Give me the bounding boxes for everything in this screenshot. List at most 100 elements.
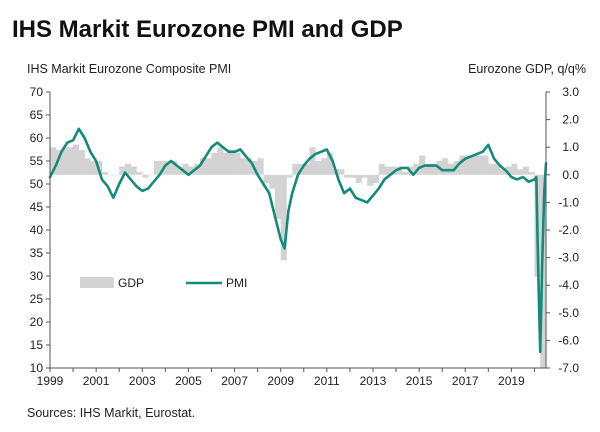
gdp-bar [384,166,391,175]
gdp-bar [442,158,449,175]
chart-title: IHS Markit Eurozone PMI and GDP [12,16,403,43]
gdp-bar [113,174,120,176]
legend-gdp-swatch [80,277,114,288]
x-tick-label: 1999 [37,374,64,388]
gdp-bar [326,152,333,175]
gdp-bar [349,174,356,178]
gdp-bar [257,158,264,175]
gdp-bar [119,166,126,175]
gdp-bar [482,155,489,175]
left-tick-label: 45 [30,200,44,214]
left-tick-label: 10 [30,361,44,375]
gdp-bar [188,166,195,175]
gdp-bar [101,172,108,175]
gdp-bar [228,149,235,175]
gdp-bar [165,161,172,175]
gdp-bar [367,174,374,186]
right-tick-label: -5.0 [558,306,579,320]
gdp-bar [205,158,212,175]
gdp-bar [274,174,281,219]
gdp-bar [84,158,91,175]
gdp-bar [211,152,218,175]
left-tick-label: 65 [30,108,44,122]
right-axis-label: Eurozone GDP, q/q% [468,62,586,76]
x-tick-label: 2007 [221,374,248,388]
gdp-bar [321,158,328,175]
right-tick-label: -7.0 [558,361,579,375]
left-tick-label: 25 [30,292,44,306]
gdp-bar [528,172,535,175]
gdp-bar [269,174,276,189]
legend-pmi-label: PMI [226,276,247,290]
gdp-bar [55,149,62,175]
gdp-bar [338,169,345,175]
left-tick-label: 70 [30,85,44,99]
gdp-bar [344,174,351,178]
right-tick-label: 1.0 [562,140,579,154]
gdp-bar [390,166,397,175]
gdp-bar [286,174,293,178]
gdp-bar [223,152,230,175]
gdp-bar [61,147,68,175]
gdp-bar [246,158,253,175]
gdp-bar [396,166,403,175]
right-tick-label: -3.0 [558,251,579,265]
gdp-bar [361,174,368,178]
left-tick-label: 30 [30,269,44,283]
gdp-bar [424,163,431,175]
gdp-bar [499,169,506,175]
gdp-bar [378,163,385,175]
gdp-bar [73,144,80,175]
left-tick-label: 40 [30,223,44,237]
right-tick-label: 3.0 [562,85,579,99]
left-tick-label: 15 [30,338,44,352]
gdp-bar [372,174,380,184]
gdp-bar [50,147,57,175]
pmi-line-group [48,127,548,354]
x-tick-label: 2019 [498,374,525,388]
left-tick-label: 50 [30,177,44,191]
gdp-bar [240,158,247,175]
gdp-bar [505,166,512,175]
right-tick-label: 2.0 [562,113,579,127]
gdp-bar [292,163,299,175]
left-axis-label: IHS Markit Eurozone Composite PMI [27,62,232,76]
gdp-bar [153,161,160,175]
gdp-bar [142,174,149,178]
legend-gdp-label: GDP [118,276,144,290]
gdp-bar [303,163,310,175]
gdp-bar [430,163,437,175]
right-tick-label: -2.0 [558,223,579,237]
gdp-bar [78,149,85,175]
gdp-bar [471,155,478,175]
x-tick-label: 2009 [267,374,294,388]
gdp-bar [280,174,287,261]
gdp-bar [401,172,408,175]
left-tick-label: 20 [30,315,44,329]
right-tick-label: -1.0 [558,195,579,209]
gdp-bar [309,147,316,175]
gdp-bar [263,174,270,184]
gdp-bar [476,155,483,175]
gdp-bar [465,155,472,175]
x-tick-label: 2001 [83,374,110,388]
gdp-bar [522,166,529,175]
x-tick-label: 2013 [360,374,387,388]
gdp-bar [419,155,426,175]
x-tick-label: 2011 [314,374,340,388]
gdp-bar [67,147,74,175]
right-tick-label: -4.0 [558,278,579,292]
gdp-bar [217,147,224,175]
gdp-bar [176,166,183,175]
x-tick-label: 2005 [175,374,202,388]
gdp-bar [234,152,241,175]
axes: 706560555045403530252015103.02.01.00.0-1… [30,85,580,388]
source-note: Sources: IHS Markit, Eurostat. [27,406,196,420]
right-tick-label: 0.0 [562,168,579,182]
gdp-bar [130,166,137,175]
x-tick-label: 2015 [406,374,433,388]
gdp-bar [488,163,495,175]
gdp-bar [355,174,362,184]
gdp-bar [182,163,189,175]
